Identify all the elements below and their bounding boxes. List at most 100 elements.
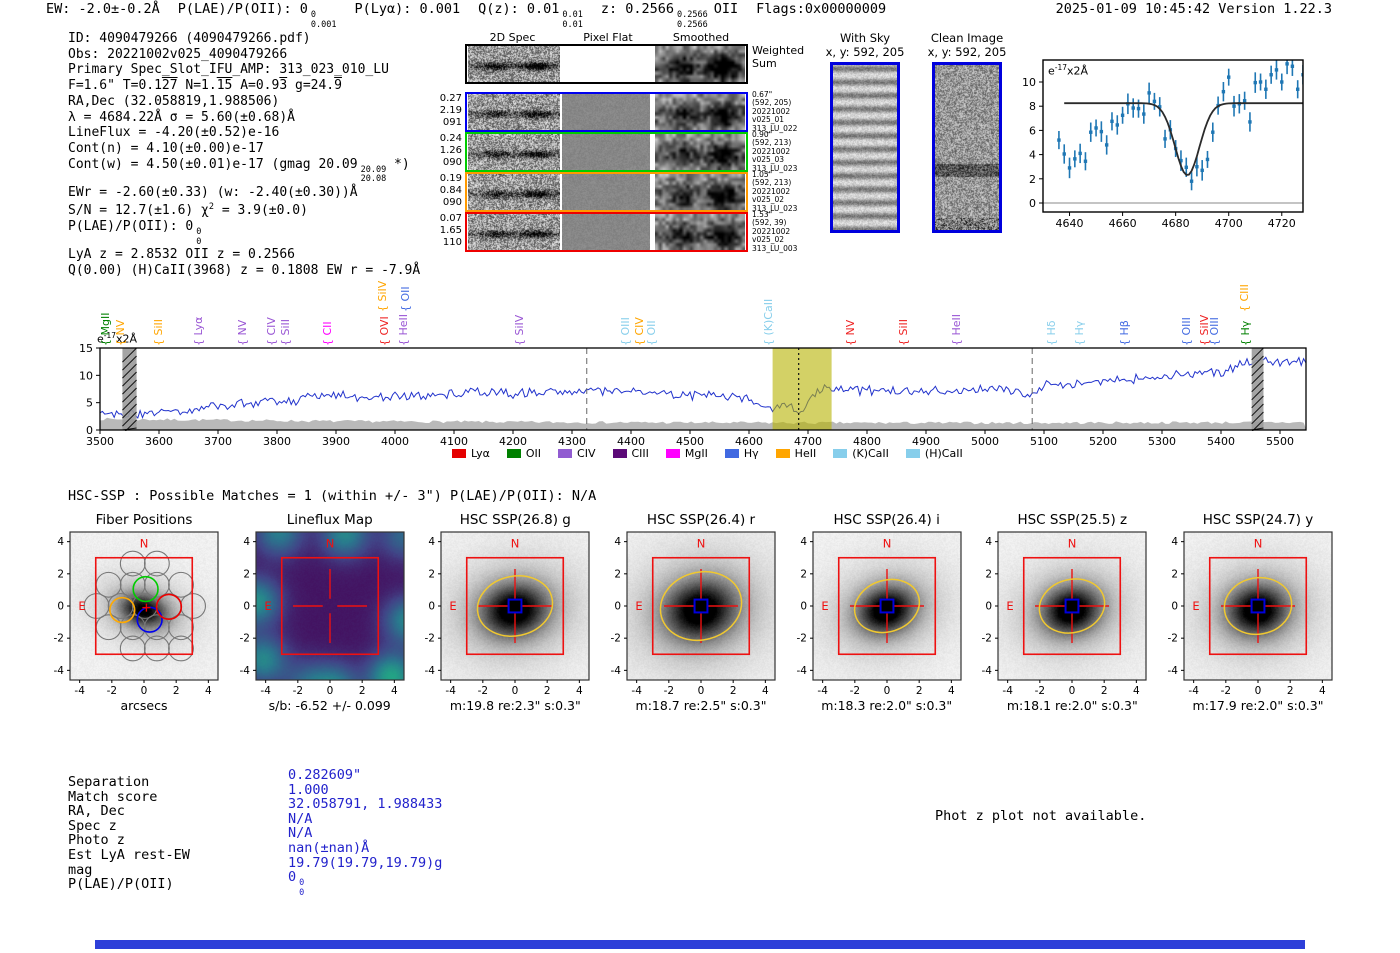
- svg-text:0: 0: [1069, 685, 1076, 697]
- spec2d-right-label: 0.90": [752, 130, 773, 139]
- spec2d-row-right-labels: 1.05" (592, 213) 20221002 v025_02 313_LU_023: [752, 170, 798, 213]
- info-line: F=1.6" T=0.127 N=1.15 A=0.93 g=24.9: [68, 78, 342, 94]
- match-table-label: RA, Dec: [68, 803, 125, 820]
- svg-text:0: 0: [243, 601, 250, 613]
- svg-text:4: 4: [948, 685, 955, 697]
- spec2d-image: [655, 214, 745, 250]
- legend-label: HeII: [794, 447, 817, 460]
- spec2d-right-label: (592, 205): [752, 98, 792, 108]
- match-table-label: Match score: [68, 788, 158, 805]
- header-segment: Q(z): 0.01 0.01 0.01: [478, 1, 583, 30]
- emission-line-label: { SiIV: [376, 280, 390, 312]
- header-segment: Flags:0x00000009: [756, 1, 887, 17]
- info-line: RA,Dec (32.058819,1.988506): [68, 93, 280, 109]
- info-line: LineFlux = -4.20(±0.52)e-16: [68, 125, 280, 141]
- svg-text:0: 0: [57, 601, 64, 613]
- spec2d-left-label: 090: [442, 157, 462, 168]
- emission-line-label: { Lyα: [192, 316, 205, 346]
- emission-line-label: { SiII: [896, 318, 910, 346]
- svg-text:4640: 4640: [1056, 217, 1084, 230]
- match-table-value: N/A: [288, 825, 313, 842]
- panel-image-cutout: [1184, 532, 1332, 680]
- match-table-value: 0.282609": [288, 767, 362, 783]
- info-line: λ = 4684.22Å σ = 5.60(±0.68)Å: [68, 109, 295, 125]
- emission-line-label: { Hγ: [1072, 320, 1086, 346]
- svg-text:-4: -4: [260, 685, 271, 697]
- legend-swatch: [724, 449, 739, 458]
- match-table-value: 1.000: [288, 781, 329, 798]
- svg-text:2: 2: [57, 568, 64, 580]
- svg-text:2: 2: [359, 685, 366, 697]
- info-line: LyA z = 2.8532 OII z = 0.2566: [68, 247, 295, 263]
- legend-swatch: [612, 449, 627, 458]
- spec2d-right-label: 313_LU_023: [752, 203, 798, 213]
- spec2d-weighted-sum-label: Weighted Sum: [752, 44, 805, 70]
- svg-text:4660: 4660: [1109, 217, 1137, 230]
- svg-text:4: 4: [614, 536, 621, 548]
- panel-image-cutout: [627, 532, 775, 680]
- spec2d-right-label: 313_LU_023: [752, 163, 798, 173]
- spec2d-right-label: 1.05": [752, 170, 773, 179]
- emission-line-label: { OIII: [1208, 317, 1221, 346]
- photz-note: Phot z plot not available.: [935, 808, 1147, 824]
- svg-text:-4: -4: [611, 665, 622, 677]
- pixel-flat-blank: [562, 46, 650, 82]
- spec2d-row-left-labels: 0.19 0.84 090: [432, 173, 462, 209]
- clean-image: [932, 62, 1002, 233]
- info-line: Primary Spec_Slot_IFU_AMP: 313_023_010_L…: [68, 62, 389, 78]
- info-line: Obs: 20221002v025_4090479266: [68, 46, 288, 62]
- svg-text:-2: -2: [1168, 633, 1178, 645]
- legend-label: CIII: [631, 447, 649, 460]
- spec2d-left-label: 0.07: [439, 213, 462, 224]
- svg-text:0: 0: [698, 685, 705, 697]
- legend-label: (H)CaII: [924, 447, 963, 460]
- panel-image-cutout: [441, 532, 590, 680]
- svg-text:4: 4: [1171, 536, 1178, 548]
- svg-text:-2: -2: [478, 685, 488, 697]
- svg-text:3700: 3700: [204, 435, 232, 448]
- svg-text:0: 0: [512, 685, 519, 697]
- svg-text:-2: -2: [982, 633, 992, 645]
- legend-swatch: [775, 449, 790, 458]
- svg-text:4680: 4680: [1162, 217, 1190, 230]
- svg-text:-4: -4: [446, 685, 457, 697]
- header-segment: P(Lyα): 0.001: [354, 1, 461, 17]
- svg-text:5: 5: [86, 397, 93, 410]
- info-line: EWr = -2.60(±0.33) (w: -2.40(±0.30))Å: [68, 184, 358, 200]
- panel-title: Fiber Positions: [95, 512, 193, 528]
- svg-text:-2: -2: [107, 685, 117, 697]
- info-line: Cont(w) = 4.50(±0.01)e-17 (gmag 20.09 20.…: [68, 156, 410, 185]
- legend-item: (K)CaII: [833, 447, 889, 460]
- emission-line-label: { Hβ: [1117, 320, 1131, 346]
- zoom-plot-units-label: e-17x2Å: [1048, 63, 1089, 78]
- spec2d-right-label: v025_02: [752, 195, 785, 205]
- legend-label: Lyα: [471, 447, 490, 460]
- svg-text:0: 0: [141, 685, 148, 697]
- legend-swatch: [452, 449, 466, 458]
- spec2d-right-label: (592, 213): [752, 138, 792, 148]
- svg-text:0: 0: [986, 601, 993, 613]
- svg-text:-4: -4: [425, 665, 436, 677]
- emission-line-label: { HeII: [396, 313, 410, 346]
- svg-text:-4: -4: [54, 665, 65, 677]
- svg-text:3900: 3900: [322, 435, 350, 448]
- svg-text:2: 2: [1101, 685, 1108, 697]
- spec2d-left-label: 110: [442, 237, 462, 248]
- svg-text:2: 2: [1171, 568, 1178, 580]
- match-table-value: nan(±nan)Å: [288, 840, 370, 856]
- legend-item: Hγ: [724, 447, 759, 460]
- spec2d-left-label: 0.27: [439, 93, 462, 104]
- spec2d-image: [562, 94, 650, 130]
- emission-line-label: { MgII: [98, 312, 112, 346]
- emission-line-label: { CII: [320, 321, 334, 346]
- spec2d-row-left-labels: 0.24 1.26 090: [432, 133, 462, 169]
- spec2d-image: [468, 94, 560, 130]
- emission-line-label: { Hγ: [1238, 320, 1252, 346]
- spec2d-row: [465, 44, 748, 84]
- spec2d-left-label: 1.65: [439, 225, 462, 236]
- spec2d-row: [465, 132, 748, 172]
- svg-text:-4: -4: [74, 685, 85, 697]
- clean-image-canvas: [935, 65, 999, 230]
